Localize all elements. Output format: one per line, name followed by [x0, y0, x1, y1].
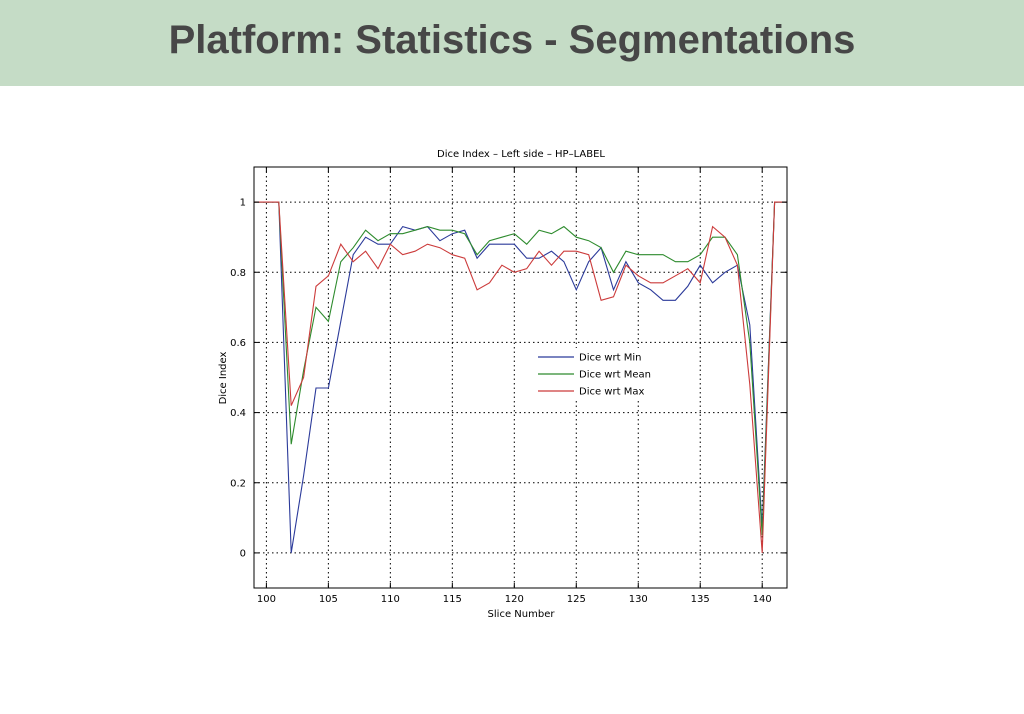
x-tick-label: 120 [505, 594, 524, 605]
y-tick-label: 0.6 [230, 338, 246, 349]
y-axis-label: Dice Index [218, 352, 229, 405]
chart-title: Dice Index – Left side – HP–LABEL [437, 149, 605, 160]
series-line [254, 201, 787, 536]
x-tick-label: 130 [629, 594, 648, 605]
header-banner: Platform: Statistics - Segmentations [0, 0, 1024, 86]
series-line [254, 201, 787, 553]
x-tick-label: 125 [567, 594, 586, 605]
x-axis-label: Slice Number [488, 609, 556, 620]
x-tick-label: 135 [691, 594, 710, 605]
y-tick-label: 0 [240, 548, 246, 559]
legend-label: Dice wrt Mean [579, 370, 651, 381]
y-tick-label: 0.4 [230, 408, 246, 419]
x-tick-label: 115 [443, 594, 462, 605]
legend-label: Dice wrt Max [579, 387, 644, 398]
x-tick-label: 140 [753, 594, 772, 605]
page-title: Platform: Statistics - Segmentations [168, 18, 856, 62]
series-line [254, 201, 787, 553]
plot-frame [253, 166, 788, 589]
y-tick-label: 0.2 [230, 478, 246, 489]
x-tick-label: 105 [319, 594, 338, 605]
y-tick-label: 0.8 [230, 268, 246, 279]
x-tick-label: 100 [257, 594, 276, 605]
x-tick-label: 110 [381, 594, 400, 605]
y-tick-label: 1 [240, 198, 246, 209]
legend: Dice wrt Min Dice wrt Mean Dice wrt Max [532, 348, 654, 399]
legend-label: Dice wrt Min [579, 353, 641, 364]
plot-area: 100 105 110 115 120 125 130 135 140 0 0.2 0.4 0.6 0.8… [230, 166, 788, 605]
